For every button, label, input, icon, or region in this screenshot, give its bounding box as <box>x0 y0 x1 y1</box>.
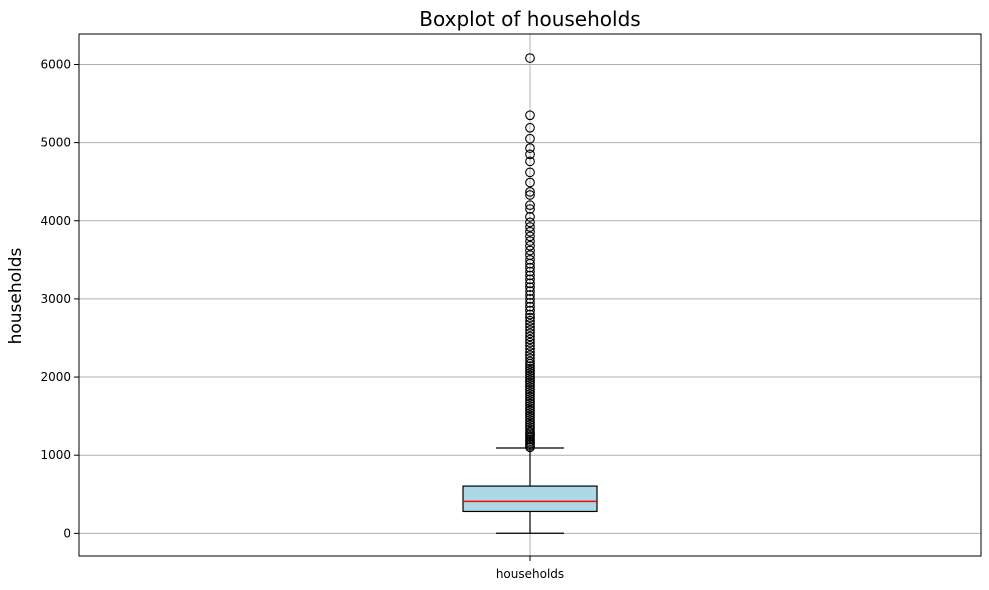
y-tick-label: 1000 <box>40 448 71 462</box>
outlier-point <box>525 375 535 386</box>
outlier-point <box>525 226 535 237</box>
outlier-point <box>525 278 535 289</box>
chart-title: Boxplot of households <box>419 7 640 31</box>
outlier-point <box>525 408 535 418</box>
outlier-point <box>525 422 535 432</box>
outlier-point <box>525 187 535 197</box>
outlier-point <box>525 143 535 153</box>
plot-layer <box>462 53 598 534</box>
outlier-point <box>525 110 535 121</box>
outlier-point <box>525 328 535 339</box>
outlier-point <box>525 212 535 222</box>
outlier-point <box>525 426 535 437</box>
outlier-point <box>525 403 535 414</box>
outlier-point <box>525 236 535 246</box>
outlier-point <box>525 270 535 281</box>
outlier-point <box>525 245 535 256</box>
outlier-point <box>525 177 535 188</box>
outlier-point <box>525 231 535 242</box>
outlier-point <box>525 325 535 336</box>
outlier-point <box>525 350 535 361</box>
axis-layer: 0 1000 2000 3000 4000 5000 6000 households <box>40 57 564 581</box>
outlier-point <box>525 122 535 133</box>
outlier-point <box>525 419 535 430</box>
x-tick-label: households <box>496 567 564 581</box>
outlier-point <box>525 394 535 404</box>
outlier-point <box>525 309 535 320</box>
y-axis-label: households <box>6 247 26 344</box>
outlier-point <box>525 363 535 374</box>
outlier-point <box>525 315 535 326</box>
outlier-point <box>525 301 535 312</box>
outlier-point <box>525 262 535 273</box>
outlier-point <box>525 297 535 308</box>
outlier-point <box>525 417 535 428</box>
outlier-point <box>525 340 535 351</box>
y-tick-label: 2000 <box>40 370 71 384</box>
outlier-point <box>525 305 535 316</box>
outlier-point <box>525 290 535 300</box>
outlier-point <box>525 294 535 304</box>
outlier-point <box>525 250 535 260</box>
outlier-point <box>525 53 535 63</box>
outlier-point <box>525 382 535 393</box>
outlier-point <box>525 286 535 296</box>
outlier-point <box>525 319 535 329</box>
outlier-point <box>525 240 535 251</box>
outlier-point <box>525 167 535 178</box>
outlier-point <box>525 200 535 210</box>
outlier-point <box>525 322 535 332</box>
outlier-point <box>525 266 535 277</box>
iqr-box <box>462 485 598 513</box>
outlier-point <box>525 398 535 409</box>
outlier-point <box>525 344 535 354</box>
outlier-point <box>525 384 535 395</box>
outlier-point <box>525 391 535 402</box>
outlier-point <box>525 368 535 378</box>
outlier-point <box>525 217 535 228</box>
outlier-point <box>525 372 535 383</box>
outlier-point <box>525 149 535 160</box>
outlier-point <box>525 337 535 348</box>
outlier-point <box>525 389 535 400</box>
outlier-point <box>525 365 535 376</box>
outlier-point <box>525 274 535 285</box>
outlier-point <box>525 347 535 357</box>
outlier-point <box>525 377 535 388</box>
y-tick-label: 3000 <box>40 292 71 306</box>
outlier-point <box>525 410 535 421</box>
outlier-point <box>525 361 535 371</box>
outlier-point <box>525 282 535 293</box>
outlier-point <box>525 254 535 265</box>
outlier-point <box>525 415 535 425</box>
outlier-point <box>525 334 535 345</box>
y-tick-label: 6000 <box>40 57 71 71</box>
y-tick-label: 4000 <box>40 214 71 228</box>
outlier-point <box>525 396 535 407</box>
outlier-point <box>525 412 535 423</box>
outlier-point <box>525 156 535 167</box>
outlier-point <box>525 190 535 200</box>
outlier-point <box>525 405 535 416</box>
outlier-point <box>525 387 535 397</box>
y-tick-label: 5000 <box>40 136 71 150</box>
outlier-point <box>525 222 535 232</box>
outlier-point <box>525 401 535 411</box>
outlier-point <box>525 356 535 367</box>
outlier-point <box>525 424 535 435</box>
outlier-point <box>525 370 535 381</box>
outlier-point <box>525 204 535 214</box>
y-tick-label: 0 <box>63 526 71 540</box>
outlier-point <box>525 133 535 144</box>
outlier-point <box>525 380 535 390</box>
outlier-point <box>525 331 535 342</box>
outlier-point <box>525 353 535 364</box>
outlier-point <box>525 312 535 323</box>
